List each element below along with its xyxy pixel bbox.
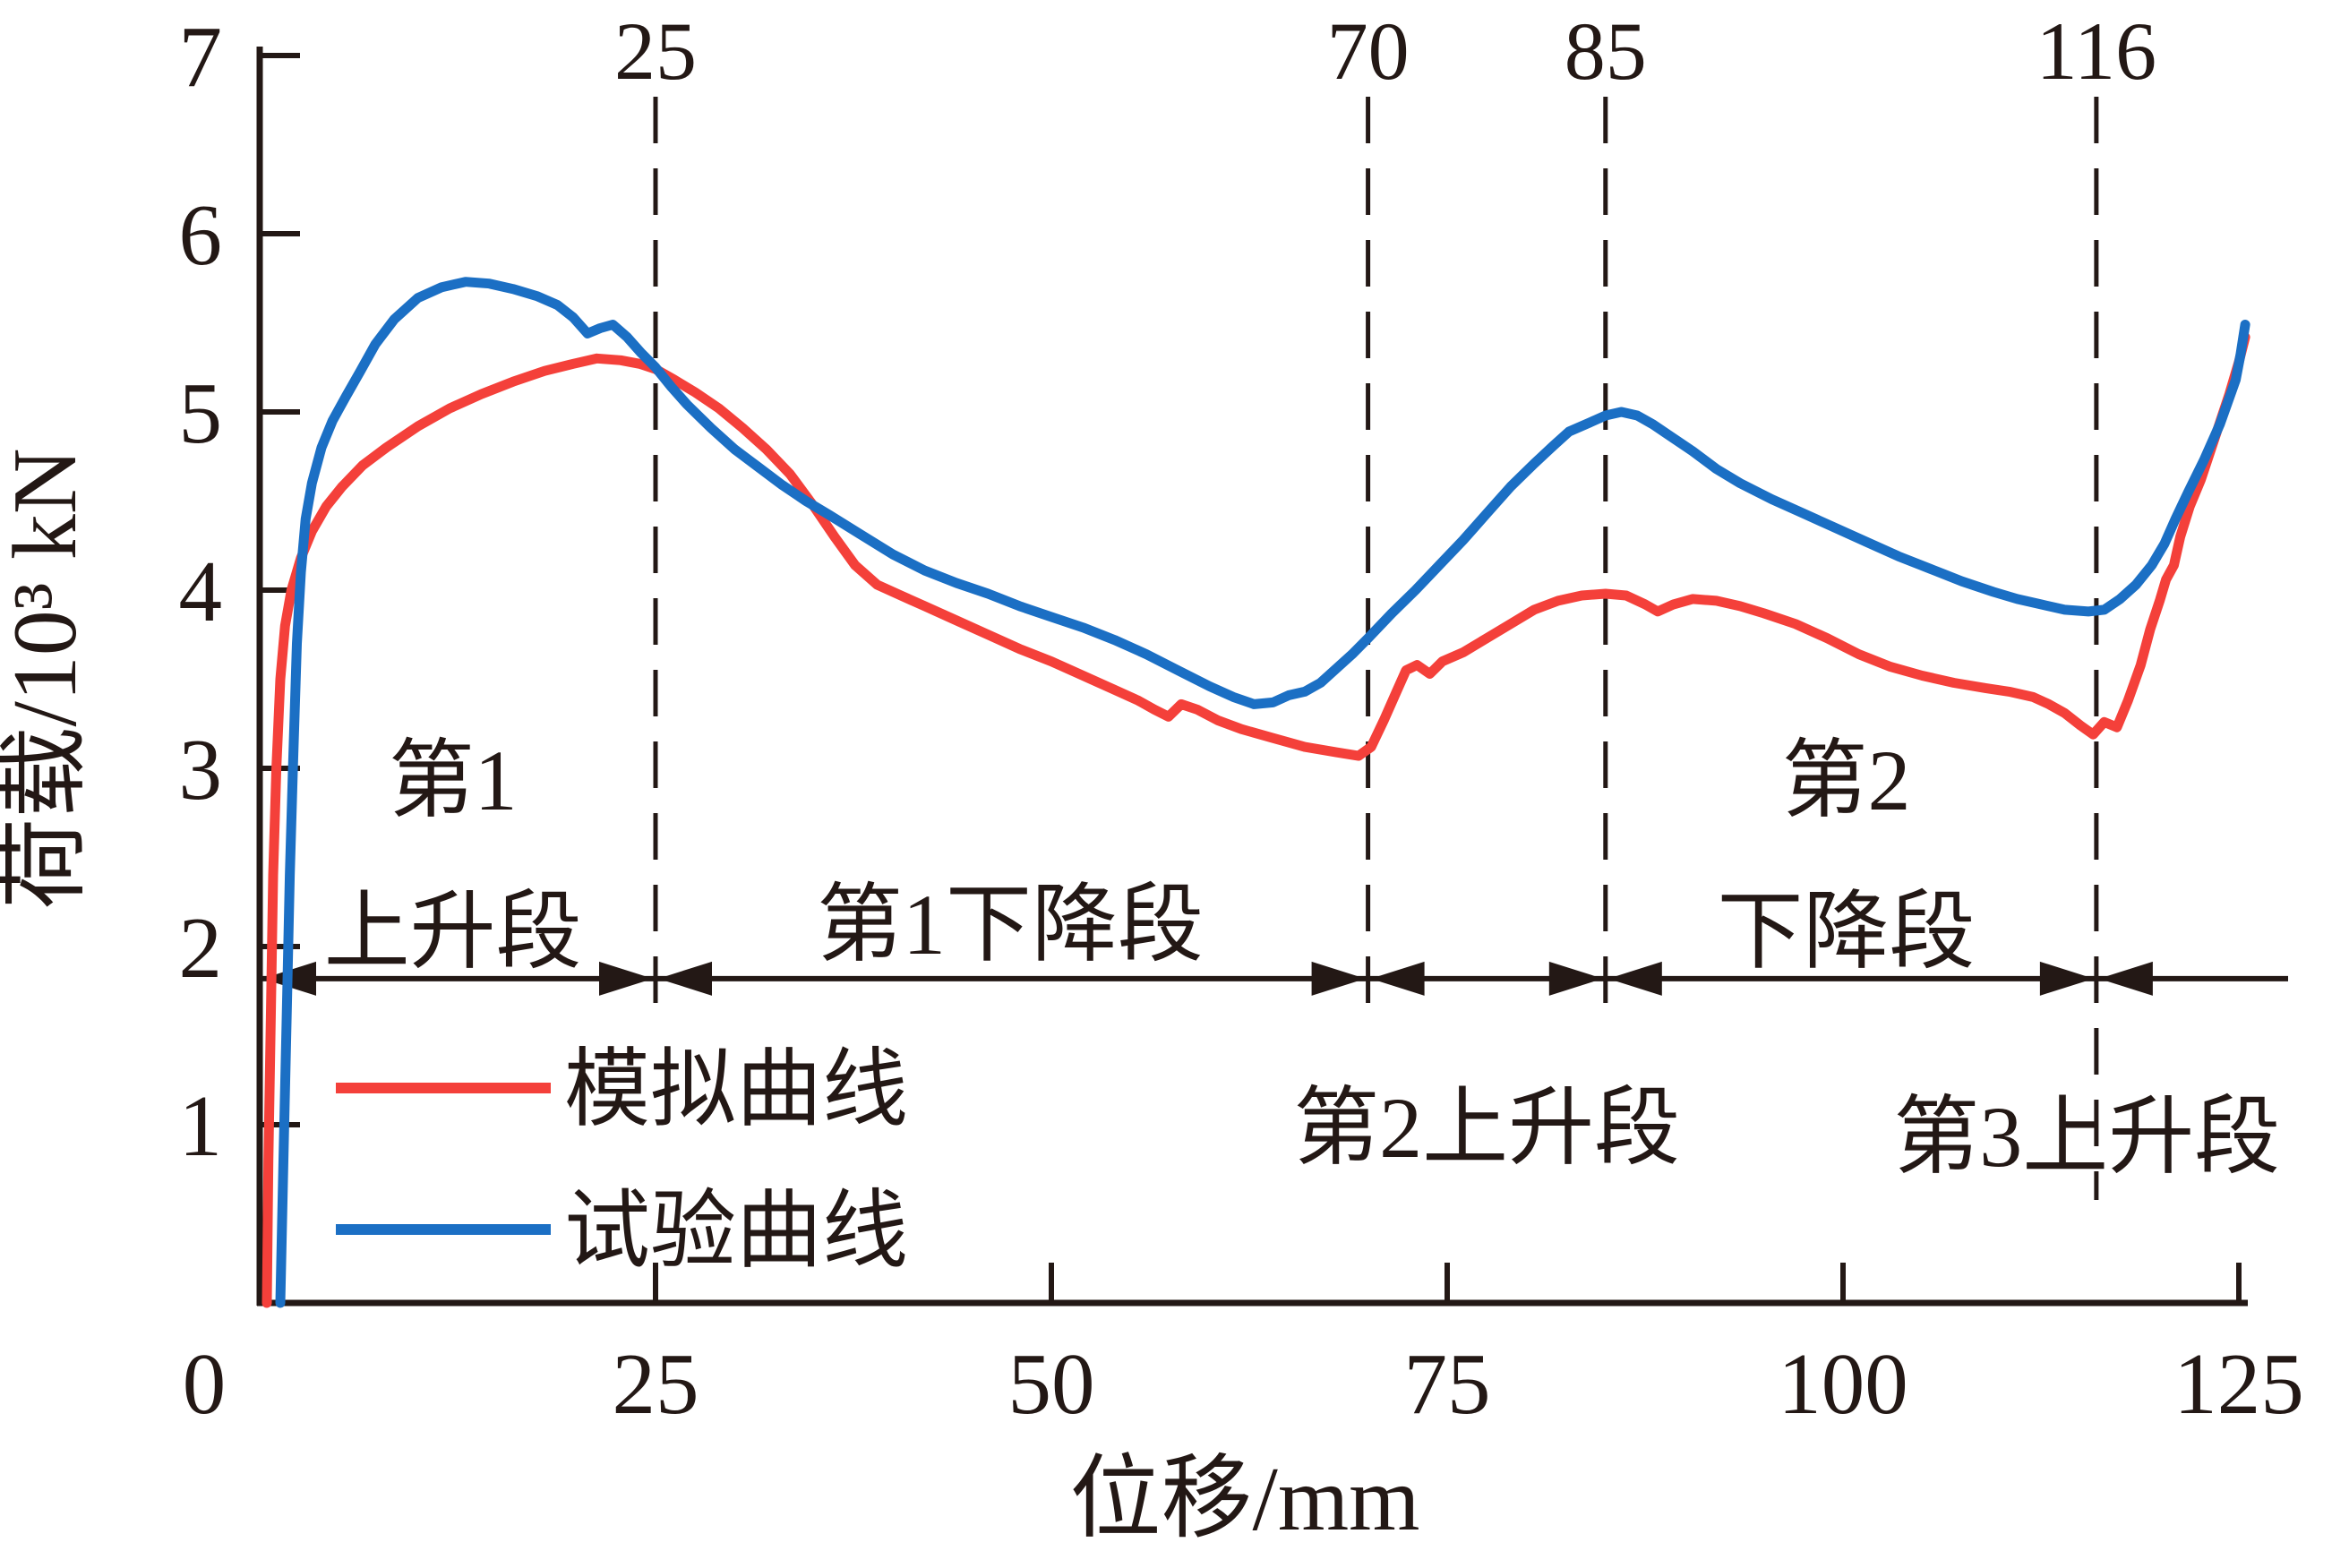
region-label-1: 上升段 [324, 884, 582, 980]
x-tick-label-100: 100 [1778, 1336, 1908, 1432]
y-tick-label-3: 3 [179, 722, 223, 818]
legend-label-test: 试验曲线 [564, 1183, 908, 1279]
arrowhead-left-icon [1607, 961, 1662, 996]
region-label-6: 第3上升段 [1893, 1089, 2280, 1185]
region-label-4: 第2 [1782, 733, 1911, 828]
x-tick-label-75: 75 [1404, 1336, 1491, 1432]
x-tick-label-25: 25 [613, 1336, 699, 1432]
arrowhead-left-icon [658, 961, 712, 996]
arrowhead-right-icon [599, 961, 653, 996]
y-axis-title: 荷载/10³ kN [0, 448, 96, 909]
region-label-5: 下降段 [1718, 884, 1976, 980]
guide-value-label-116: 116 [2036, 5, 2157, 97]
guide-value-label-25: 25 [614, 5, 697, 97]
series-curve-simulation [261, 331, 2250, 1308]
guide-value-label-70: 70 [1327, 5, 1410, 97]
series-curve-test [275, 277, 2250, 1308]
x-tick-label-125: 125 [2173, 1336, 2304, 1432]
series-layer [261, 277, 2250, 1308]
region-label-0: 第1 [389, 733, 518, 828]
legend: 模拟曲线 试验曲线 [336, 1041, 908, 1279]
arrowhead-right-icon [1548, 961, 1603, 996]
y-tick-label-5: 5 [179, 365, 223, 461]
arrowhead-right-icon [1311, 961, 1366, 996]
arrowhead-left-icon [1370, 961, 1425, 996]
dashed-guides-layer [653, 97, 2099, 1200]
x-tick-label-0: 0 [183, 1336, 227, 1432]
y-tick-label-6: 6 [179, 187, 223, 283]
guide-value-label-85: 85 [1565, 5, 1647, 97]
y-tick-label-1: 1 [179, 1078, 223, 1174]
y-tick-label-4: 4 [179, 544, 223, 639]
region-label-2: 第1下降段 [817, 877, 1204, 973]
arrowhead-right-icon [2039, 961, 2094, 996]
y-tick-label-2: 2 [179, 900, 223, 996]
y-tick-label-7: 7 [179, 9, 223, 105]
legend-label-simulation: 模拟曲线 [564, 1041, 908, 1137]
segment-arrows-layer [261, 961, 2288, 996]
region-label-3: 第2上升段 [1293, 1080, 1680, 1176]
x-tick-label-50: 50 [1008, 1336, 1095, 1432]
x-axis-title: 位移/mm [1069, 1449, 1419, 1550]
arrowhead-left-icon [2098, 961, 2153, 996]
